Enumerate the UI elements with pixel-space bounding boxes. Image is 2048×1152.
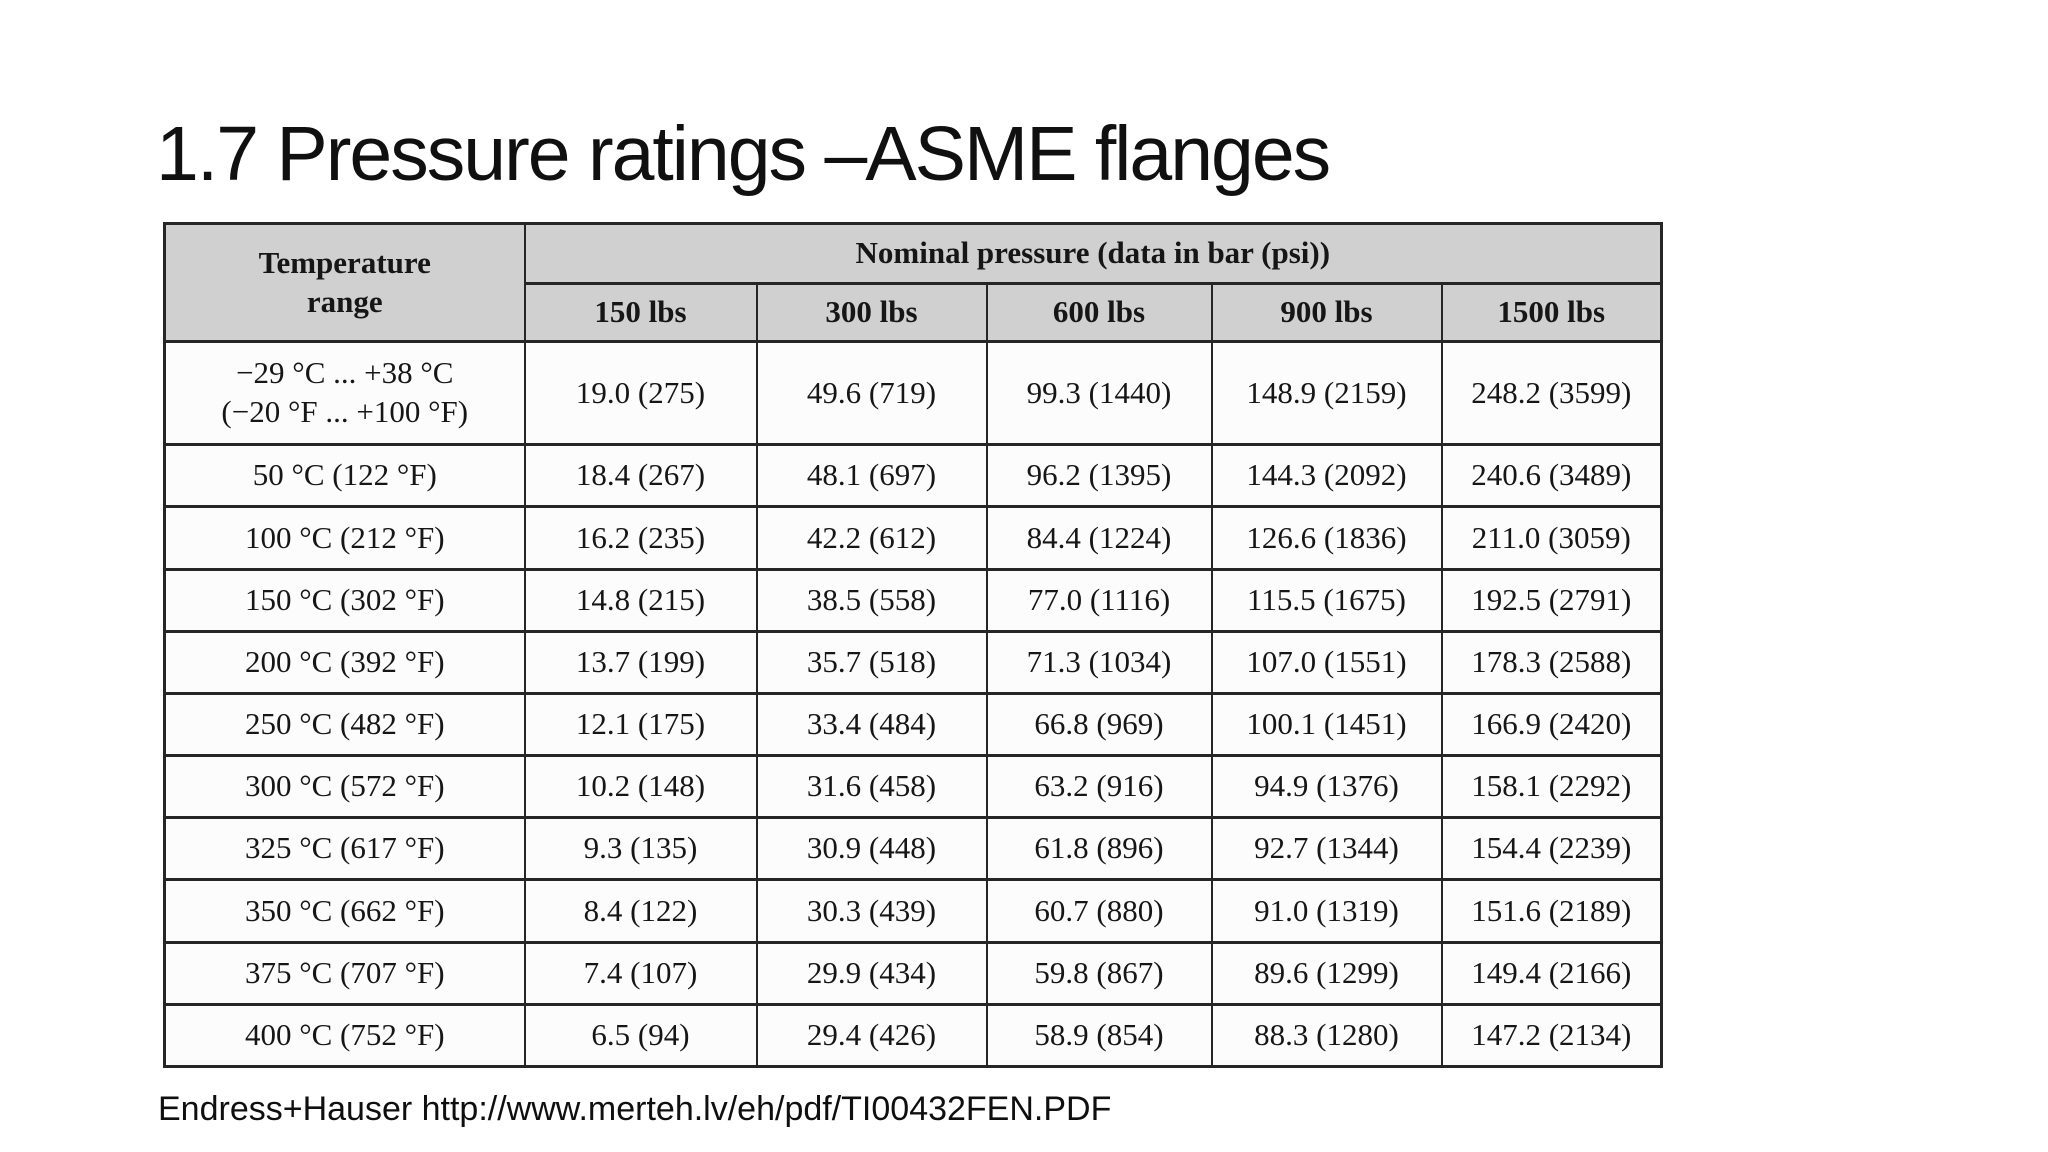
pressure-value-cell: 12.1 (175)	[523, 691, 758, 758]
pressure-value-cell: 91.0 (1319)	[1210, 878, 1443, 944]
pressure-value-cell: 115.5 (1675)	[1210, 567, 1443, 633]
pressure-value-cell: 166.9 (2420)	[1440, 691, 1663, 758]
table-row: 250 °C (482 °F) 12.1 (175) 33.4 (484) 66.8 …	[163, 691, 1663, 758]
pressure-value-cell: 192.5 (2791)	[1440, 567, 1663, 633]
pressure-value-cell: 30.3 (439)	[755, 878, 988, 944]
table-row: 300 °C (572 °F) 10.2 (148) 31.6 (458) 63.2 …	[163, 754, 1663, 820]
pressure-value-cell: 33.4 (484)	[755, 691, 988, 758]
table-row: 375 °C (707 °F) 7.4 (107) 29.9 (434) 59.8 (…	[163, 940, 1663, 1006]
table-row: 350 °C (662 °F) 8.4 (122) 30.3 (439) 60.7 (…	[163, 878, 1663, 944]
table-header: Temperature range Nominal pressure (data…	[163, 222, 1663, 343]
table-row: −29 °C ... +38 °C (−20 °F ... +100 °F) 19.…	[163, 339, 1663, 447]
pressure-value-cell: 144.3 (2092)	[1210, 443, 1443, 509]
column-header-600lbs: 600 lbs	[985, 282, 1213, 343]
temp-range-cell: 150 °C (302 °F)	[163, 567, 526, 633]
pressure-value-cell: 99.3 (1440)	[985, 339, 1213, 447]
column-header-1500lbs: 1500 lbs	[1440, 282, 1663, 343]
pressure-value-cell: 84.4 (1224)	[985, 505, 1213, 571]
pressure-value-cell: 9.3 (135)	[523, 816, 758, 882]
pressure-ratings-table: Temperature range Nominal pressure (data…	[163, 222, 1664, 1069]
pressure-value-cell: 61.8 (896)	[985, 816, 1213, 882]
pressure-value-cell: 48.1 (697)	[755, 443, 988, 509]
pressure-value-cell: 7.4 (107)	[523, 940, 758, 1006]
pressure-value-cell: 31.6 (458)	[755, 754, 988, 820]
pressure-value-cell: 8.4 (122)	[523, 878, 758, 944]
pressure-value-cell: 151.6 (2189)	[1440, 878, 1663, 944]
pressure-value-cell: 60.7 (880)	[985, 878, 1213, 944]
group-header-nominal-pressure: Nominal pressure (data in bar (psi))	[523, 222, 1663, 285]
temp-range-cell: 400 °C (752 °F)	[163, 1002, 526, 1069]
table-row: 100 °C (212 °F) 16.2 (235) 42.2 (612) 84.4 …	[163, 505, 1663, 571]
pressure-value-cell: 178.3 (2588)	[1440, 629, 1663, 695]
column-header-150lbs: 150 lbs	[523, 282, 758, 343]
pressure-value-cell: 66.8 (969)	[985, 691, 1213, 758]
column-header-temperature-range: Temperature range	[163, 222, 526, 343]
pressure-value-cell: 14.8 (215)	[523, 567, 758, 633]
pressure-value-cell: 71.3 (1034)	[985, 629, 1213, 695]
temp-range-cell: 325 °C (617 °F)	[163, 816, 526, 882]
pressure-value-cell: 248.2 (3599)	[1440, 339, 1663, 447]
pressure-value-cell: 42.2 (612)	[755, 505, 988, 571]
table-body: −29 °C ... +38 °C (−20 °F ... +100 °F) 19.…	[163, 339, 1663, 1069]
temp-header-line-1: Temperature	[258, 244, 431, 280]
temp-range-cell: 350 °C (662 °F)	[163, 878, 526, 944]
temp-range-cell: 50 °C (122 °F)	[163, 443, 526, 509]
source-footer: Endress+Hauser http://www.merteh.lv/eh/p…	[158, 1090, 1112, 1128]
pressure-value-cell: 147.2 (2134)	[1440, 1002, 1663, 1069]
pressure-value-cell: 16.2 (235)	[523, 505, 758, 571]
pressure-value-cell: 96.2 (1395)	[985, 443, 1213, 509]
pressure-value-cell: 126.6 (1836)	[1210, 505, 1443, 571]
pressure-value-cell: 49.6 (719)	[755, 339, 988, 447]
column-header-900lbs: 900 lbs	[1210, 282, 1443, 343]
table-row: 200 °C (392 °F) 13.7 (199) 35.7 (518) 71.3 …	[163, 629, 1663, 695]
pressure-value-cell: 154.4 (2239)	[1440, 816, 1663, 882]
pressure-value-cell: 211.0 (3059)	[1440, 505, 1663, 571]
temp-range-cell: 250 °C (482 °F)	[163, 691, 526, 758]
temp-range-cell: 100 °C (212 °F)	[163, 505, 526, 571]
temp-range-cell: 375 °C (707 °F)	[163, 940, 526, 1006]
table-row: 400 °C (752 °F) 6.5 (94) 29.4 (426) 58.9 (8…	[163, 1002, 1663, 1069]
pressure-value-cell: 6.5 (94)	[523, 1002, 758, 1069]
pressure-value-cell: 29.9 (434)	[755, 940, 988, 1006]
table-row: 325 °C (617 °F) 9.3 (135) 30.9 (448) 61.8 (…	[163, 816, 1663, 882]
pressure-value-cell: 148.9 (2159)	[1210, 339, 1443, 447]
table-row: 50 °C (122 °F) 18.4 (267) 48.1 (697) 96.2 (…	[163, 443, 1663, 509]
group-header-row: Temperature range Nominal pressure (data…	[163, 222, 1663, 343]
pressure-value-cell: 92.7 (1344)	[1210, 816, 1443, 882]
pressure-value-cell: 88.3 (1280)	[1210, 1002, 1443, 1069]
pressure-value-cell: 89.6 (1299)	[1210, 940, 1443, 1006]
pressure-value-cell: 29.4 (426)	[755, 1002, 988, 1069]
temp-header-line-2: range	[306, 283, 383, 319]
temp-range-cell: −29 °C ... +38 °C (−20 °F ... +100 °F)	[163, 339, 526, 447]
temp-range-cell: 300 °C (572 °F)	[163, 754, 526, 820]
pressure-value-cell: 58.9 (854)	[985, 1002, 1213, 1069]
ratings-table: Temperature range Nominal pressure (data…	[163, 222, 1664, 1069]
pressure-value-cell: 63.2 (916)	[985, 754, 1213, 820]
class-header-row: 150 lbs 300 lbs 600 lbs 900 lbs 1500 lbs	[165, 282, 1663, 343]
pressure-value-cell: 35.7 (518)	[755, 629, 988, 695]
pressure-value-cell: 18.4 (267)	[523, 443, 758, 509]
pressure-value-cell: 10.2 (148)	[523, 754, 758, 820]
pressure-value-cell: 158.1 (2292)	[1440, 754, 1663, 820]
pressure-value-cell: 100.1 (1451)	[1210, 691, 1443, 758]
pressure-value-cell: 77.0 (1116)	[985, 567, 1213, 633]
pressure-value-cell: 94.9 (1376)	[1210, 754, 1443, 820]
pressure-value-cell: 149.4 (2166)	[1440, 940, 1663, 1006]
table-row: 150 °C (302 °F) 14.8 (215) 38.5 (558) 77.0 …	[163, 567, 1663, 633]
pressure-value-cell: 38.5 (558)	[755, 567, 988, 633]
pressure-value-cell: 13.7 (199)	[523, 629, 758, 695]
temp-range-cell: 200 °C (392 °F)	[163, 629, 526, 695]
pressure-value-cell: 240.6 (3489)	[1440, 443, 1663, 509]
pressure-value-cell: 59.8 (867)	[985, 940, 1213, 1006]
column-header-300lbs: 300 lbs	[755, 282, 988, 343]
slide-title: 1.7 Pressure ratings –ASME flanges	[156, 111, 1331, 197]
pressure-value-cell: 30.9 (448)	[755, 816, 988, 882]
pressure-value-cell: 107.0 (1551)	[1210, 629, 1443, 695]
pressure-value-cell: 19.0 (275)	[523, 339, 758, 447]
